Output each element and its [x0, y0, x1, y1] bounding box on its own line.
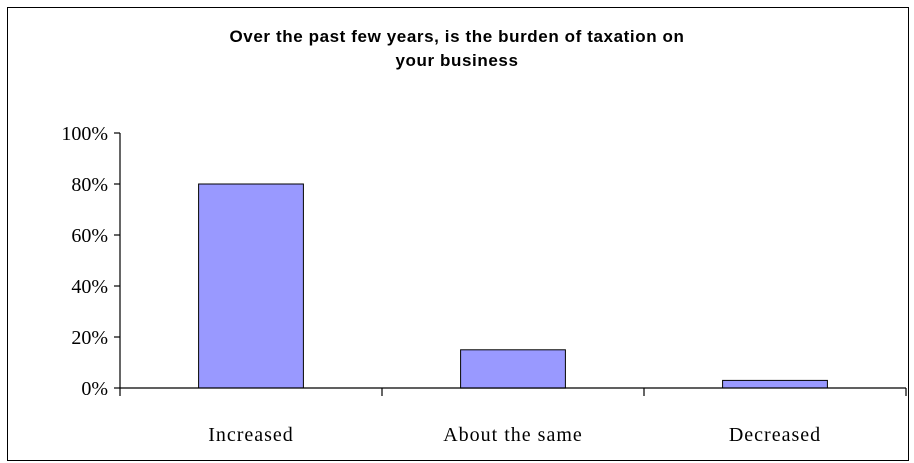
bar-increased: [198, 183, 304, 389]
y-tick-label: 60%: [71, 225, 108, 247]
x-tick-label: Increased: [208, 424, 294, 446]
y-tick-label: 100%: [61, 123, 108, 145]
chart-title-line-1: Over the past few years, is the burden o…: [229, 27, 685, 46]
x-tick-label: Decreased: [729, 424, 821, 446]
y-tick-labels: 0% 20% 40% 60% 80% 100%: [61, 123, 108, 400]
chart-title-line-2: your business: [395, 51, 519, 70]
x-tick-labels: Increased About the same Decreased: [208, 424, 821, 446]
bar-group: [198, 183, 828, 389]
y-tick-label: 40%: [71, 276, 108, 298]
y-tick-label: 0%: [81, 378, 108, 400]
x-tick-label: About the same: [443, 424, 583, 446]
bar-decreased: [722, 379, 828, 389]
bar-about-the-same: [460, 349, 566, 389]
axes: [114, 132, 907, 396]
chart-title: Over the past few years, is the burden o…: [0, 25, 914, 73]
y-tick-label: 20%: [71, 327, 108, 349]
y-tick-label: 80%: [71, 174, 108, 196]
